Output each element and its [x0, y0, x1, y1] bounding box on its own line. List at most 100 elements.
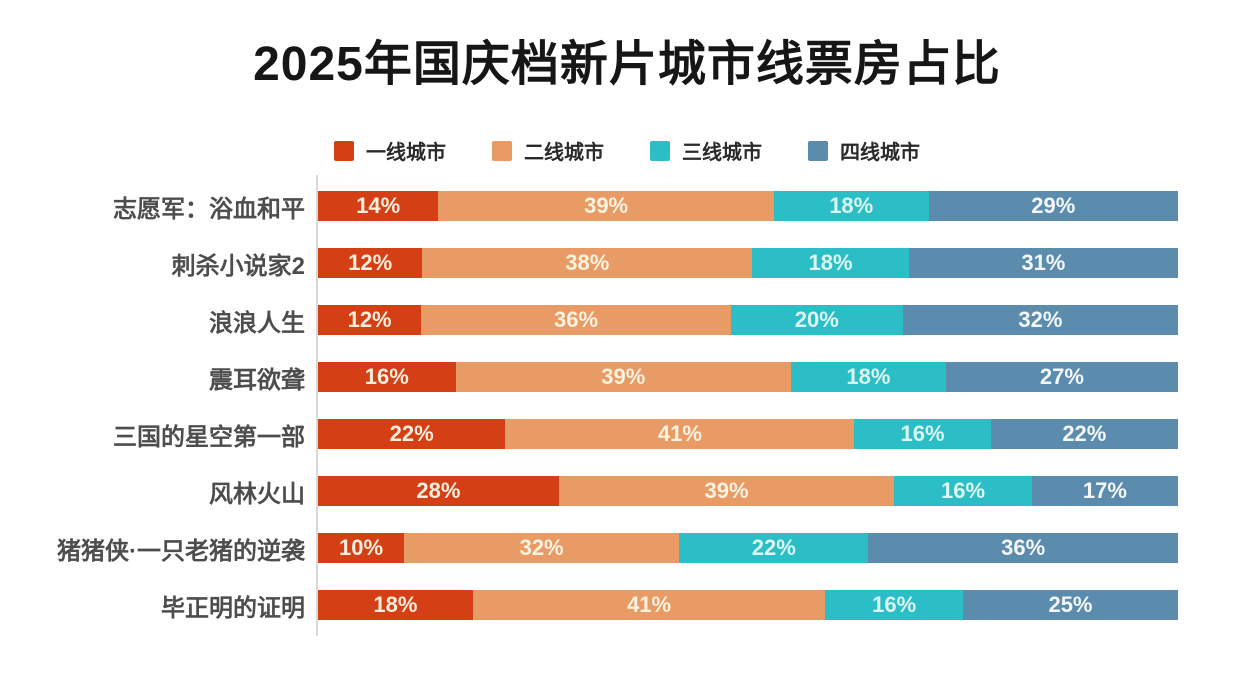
bar-segment-tier3: 18%: [791, 362, 946, 392]
segment-value: 16%: [900, 421, 945, 446]
segment-value: 29%: [1031, 193, 1076, 218]
bar-segment-tier4: 17%: [1031, 476, 1178, 506]
legend-item-tier3: 三线城市: [650, 136, 762, 165]
segment-value: 18%: [846, 364, 891, 389]
bar-segment-tier2: 39%: [438, 191, 774, 221]
segment-value: 14%: [356, 193, 401, 218]
legend-item-tier4: 四线城市: [808, 136, 920, 165]
bar-segment-tier4: 31%: [908, 248, 1178, 278]
axis-line: [316, 175, 318, 636]
legend-item-tier1: 一线城市: [334, 136, 446, 165]
bar: 12% 36% 20% 32%: [318, 305, 1178, 335]
bar-segment-tier2: 32%: [404, 533, 680, 563]
bar: 18% 41% 16% 25%: [318, 590, 1178, 620]
segment-value: 31%: [1021, 250, 1066, 275]
legend-swatch-icon: [650, 140, 670, 161]
legend-label: 二线城市: [524, 142, 604, 164]
bar-segment-tier1: 18%: [318, 590, 473, 620]
chart-row: 浪浪人生 12% 36% 20% 32%: [0, 305, 1178, 337]
segment-value: 36%: [553, 307, 599, 332]
chart-row: 三国的星空第一部 22% 41% 16% 22%: [0, 419, 1178, 451]
bar-segment-tier2: 36%: [421, 305, 731, 335]
segment-value: 36%: [1001, 535, 1046, 560]
chart-row: 毕正明的证明 18% 41% 16% 25%: [0, 590, 1178, 622]
segment-value: 20%: [794, 307, 839, 332]
segment-value: 32%: [1018, 307, 1063, 332]
bar-segment-tier3: 22%: [679, 533, 869, 563]
bar-segment-tier2: 39%: [455, 362, 791, 392]
bar-segment-tier2: 41%: [505, 419, 855, 449]
segment-value: 28%: [416, 478, 461, 503]
bar-segment-tier2: 38%: [422, 248, 753, 278]
segment-value: 22%: [1062, 421, 1107, 446]
bar-segment-tier4: 29%: [928, 191, 1179, 221]
row-label: 浪浪人生: [209, 309, 305, 337]
segment-value: 22%: [751, 535, 796, 560]
bar-segment-tier2: 39%: [558, 476, 895, 506]
legend-label: 四线城市: [840, 142, 920, 164]
segment-value: 17%: [1082, 478, 1127, 503]
bar-segment-tier1: 28%: [318, 476, 559, 506]
row-label: 刺杀小说家2: [171, 252, 305, 280]
segment-value: 16%: [364, 364, 409, 389]
chart-row: 刺杀小说家2 12% 38% 18% 31%: [0, 248, 1178, 280]
segment-value: 10%: [338, 535, 384, 560]
segment-value: 32%: [519, 535, 564, 560]
legend-item-tier2: 二线城市: [492, 136, 604, 165]
legend-swatch-icon: [492, 140, 512, 161]
bar: 16% 39% 18% 27%: [318, 362, 1178, 392]
segment-value: 16%: [940, 478, 986, 503]
segment-value: 41%: [627, 592, 672, 617]
legend-swatch-icon: [808, 140, 828, 161]
segment-value: 39%: [601, 364, 646, 389]
bar-segment-tier4: 22%: [990, 419, 1178, 449]
row-label: 志愿军：浴血和平: [113, 195, 305, 223]
bar-segment-tier1: 16%: [318, 362, 456, 392]
legend-label: 一线城市: [366, 142, 446, 164]
legend-swatch-icon: [334, 140, 354, 161]
segment-value: 22%: [389, 421, 434, 446]
segment-value: 18%: [808, 250, 853, 275]
bar: 28% 39% 16% 17%: [318, 476, 1178, 506]
bar-segment-tier1: 10%: [318, 533, 404, 563]
bar-segment-tier3: 16%: [894, 476, 1032, 506]
bar-segment-tier3: 18%: [773, 191, 929, 221]
bar-segment-tier1: 12%: [318, 248, 423, 278]
row-label: 猪猪侠·一只老猪的逆袭: [57, 537, 305, 565]
bar-segment-tier4: 36%: [868, 533, 1178, 563]
bar: 22% 41% 16% 22%: [318, 419, 1178, 449]
row-label: 毕正明的证明: [161, 594, 305, 622]
bar-segment-tier3: 20%: [730, 305, 903, 335]
bar-segment-tier3: 16%: [854, 419, 991, 449]
legend-label: 三线城市: [682, 142, 762, 164]
segment-value: 39%: [584, 193, 629, 218]
bar: 14% 39% 18% 29%: [318, 191, 1179, 221]
bar-segment-tier1: 12%: [318, 305, 422, 335]
chart-row: 震耳欲聋 16% 39% 18% 27%: [0, 362, 1178, 394]
bar-segment-tier1: 14%: [318, 191, 439, 221]
legend: 一线城市 二线城市 三线城市 四线城市: [0, 136, 1254, 165]
segment-value: 18%: [373, 592, 418, 617]
chart-row: 猪猪侠·一只老猪的逆袭 10% 32% 22% 36%: [0, 533, 1178, 565]
segment-value: 41%: [657, 421, 702, 446]
row-label: 风林火山: [209, 480, 305, 508]
row-label: 三国的星空第一部: [113, 423, 305, 451]
row-label: 震耳欲聋: [209, 366, 305, 394]
bar-segment-tier3: 18%: [752, 248, 909, 278]
bar: 12% 38% 18% 31%: [318, 248, 1178, 278]
bar-segment-tier1: 22%: [318, 419, 506, 449]
segment-value: 25%: [1048, 592, 1093, 617]
page-title: 2025年国庆档新片城市线票房占比: [253, 38, 1001, 91]
chart-row: 志愿军：浴血和平 14% 39% 18% 29%: [0, 191, 1179, 223]
segment-value: 39%: [704, 478, 749, 503]
bar-segment-tier2: 41%: [472, 590, 826, 620]
segment-value: 12%: [348, 250, 393, 275]
segment-value: 12%: [347, 307, 392, 332]
bar: 10% 32% 22% 36%: [318, 533, 1178, 563]
bar-segment-tier4: 27%: [945, 362, 1178, 392]
chart-rows: 志愿军：浴血和平 14% 39% 18% 29% 刺杀小说家2 12% 38% 18% 31% 浪浪…: [0, 175, 1179, 636]
segment-value: 18%: [829, 193, 874, 218]
segment-value: 27%: [1039, 364, 1084, 389]
segment-value: 38%: [565, 250, 610, 275]
bar-segment-tier3: 16%: [825, 590, 963, 620]
